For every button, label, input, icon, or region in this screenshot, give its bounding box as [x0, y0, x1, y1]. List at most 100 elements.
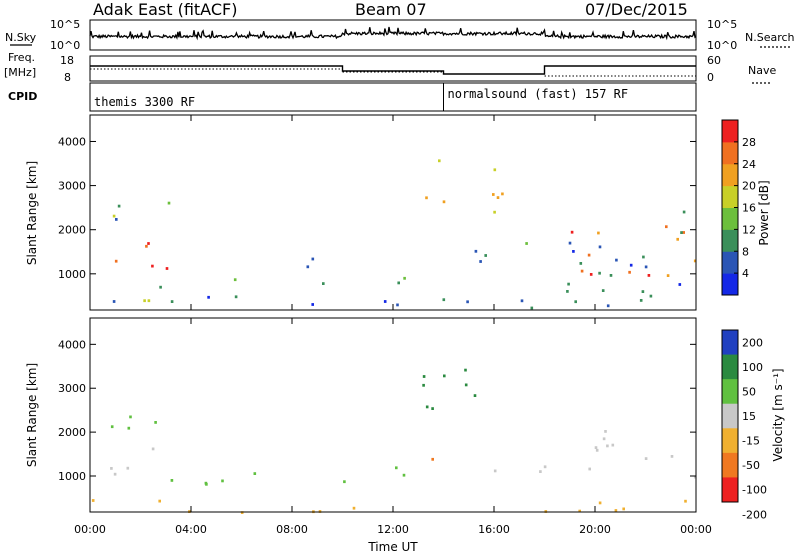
radar-cell-8: [422, 375, 426, 378]
radar-cell-8: [493, 210, 496, 214]
radar-cell-6: [682, 210, 686, 214]
velocity-colorbar-tick-label: -200: [742, 508, 767, 521]
radar-cell-7: [158, 499, 161, 503]
power-y-label: Slant Range [km]: [25, 161, 39, 265]
x-tick-label: 12:00: [377, 523, 409, 536]
velocity-colorbar-band: [722, 354, 738, 380]
radar-cell-4: [474, 249, 478, 253]
power-colorbar-band: [722, 185, 738, 208]
y-tick-label: 3000: [58, 382, 86, 395]
radar-cell-8: [492, 193, 495, 196]
power-colorbar-band: [722, 229, 738, 252]
radar-cell-1: [127, 426, 131, 430]
radar-cell-7: [91, 499, 95, 502]
time-x-axis: 00:00 04:00 08:00 12:00 16:00 20:00 00:00: [74, 115, 712, 536]
noise-left-bottom: 10^0: [50, 39, 80, 52]
station-title: Adak East (fitACF): [93, 0, 237, 19]
radar-cell-2: [234, 295, 238, 299]
radar-cell-6: [644, 457, 648, 460]
radar-cell-7: [207, 295, 210, 299]
velocity-colorbar-band: [722, 428, 738, 454]
velocity-colorbar-label: Velocity [m s⁻¹]: [771, 368, 785, 461]
freq-line: [90, 65, 696, 75]
power-y-axis: 1000 2000 3000 4000: [58, 135, 696, 281]
radar-cell-6: [604, 430, 607, 433]
radar-cell-4: [479, 260, 482, 263]
radar-cell-3: [322, 282, 325, 285]
radar-cell-7: [598, 501, 602, 505]
radar-cell-6: [693, 475, 697, 479]
radar-cell-2: [143, 299, 146, 303]
radar-cell-5: [543, 465, 547, 469]
radar-cell-5: [676, 237, 679, 241]
noise-right-bottom: 10^0: [707, 39, 737, 52]
radar-cell-7: [442, 298, 446, 302]
radar-cell-7: [614, 509, 618, 512]
radar-cell-8: [464, 368, 467, 372]
cpid-segment-1: themis 3300 RF: [94, 95, 195, 109]
radar-cell-6: [649, 294, 653, 298]
radar-cell-4: [484, 254, 487, 257]
radar-cell-7: [311, 303, 314, 306]
y-tick-label: 4000: [58, 338, 86, 351]
x-tick-label: 20:00: [579, 523, 611, 536]
radar-cell-7: [240, 511, 244, 514]
radar-cell-6: [680, 231, 683, 234]
power-colorbar-tick-label: 28: [742, 136, 756, 149]
radar-cell-1: [154, 421, 157, 424]
velocity-colorbar: 200 100 50 15 -15 -50 -100 -200: [721, 329, 767, 521]
y-tick-label: 1000: [58, 268, 86, 281]
noise-right-top: 10^5: [707, 18, 737, 31]
radar-cell-7: [396, 303, 399, 307]
radar-cell-7: [112, 300, 116, 303]
y-tick-label: 2000: [58, 426, 86, 439]
radar-cell-5: [693, 259, 697, 263]
radar-cell-7: [574, 300, 577, 304]
radar-cell-5: [628, 270, 631, 274]
radar-cell-6: [678, 283, 682, 286]
radar-cell-5: [589, 273, 593, 276]
radar-cell-2: [170, 479, 174, 482]
velocity-colorbar-tick-label: 15: [742, 410, 756, 423]
radar-cell-0: [145, 244, 148, 248]
radar-cell-7: [639, 299, 643, 302]
y-tick-label: 2000: [58, 224, 86, 237]
radar-cell-8: [443, 374, 446, 378]
radar-cell-2: [221, 479, 224, 483]
nsearch-label: N.Search: [745, 31, 795, 44]
power-colorbar-band: [722, 273, 738, 296]
radar-cell-3: [403, 276, 406, 280]
nave-label: Nave: [748, 64, 776, 77]
radar-cell-4: [431, 457, 434, 461]
radar-cell-8: [464, 383, 468, 387]
radar-cell-6: [670, 455, 674, 458]
radar-cell-6: [567, 282, 570, 286]
date-title: 07/Dec/2015: [585, 0, 688, 19]
power-colorbar-band: [722, 141, 738, 165]
y-tick-label: 3000: [58, 180, 86, 193]
radar-cell-8: [425, 196, 428, 200]
radar-cell-1: [167, 201, 171, 205]
power-marks: [112, 159, 697, 310]
freq-left-bottom: 8: [64, 71, 71, 84]
power-colorbar-label: Power [dB]: [757, 180, 771, 245]
velocity-y-label: Slant Range [km]: [25, 363, 39, 467]
radar-cell-6: [598, 245, 602, 249]
radar-cell-5: [597, 231, 600, 235]
radar-cell-6: [566, 290, 569, 293]
x-axis-label: Time UT: [367, 540, 418, 554]
velocity-panel-bg: [90, 318, 696, 512]
radar-cell-5: [493, 469, 497, 473]
radar-cell-6: [595, 448, 599, 452]
radar-cell-8: [473, 394, 477, 397]
velocity-colorbar-tick-label: 50: [742, 385, 756, 398]
velocity-colorbar-frame: [721, 329, 739, 503]
power-colorbar-band: [722, 251, 738, 274]
cpid-segment-2: normalsound (fast) 157 RF: [448, 87, 629, 101]
velocity-colorbar-tick-label: -15: [742, 435, 760, 448]
radar-cell-8: [501, 192, 504, 196]
radar-cell-7: [383, 300, 387, 303]
radar-cell-5: [539, 470, 542, 473]
radar-cell-0: [110, 467, 113, 470]
